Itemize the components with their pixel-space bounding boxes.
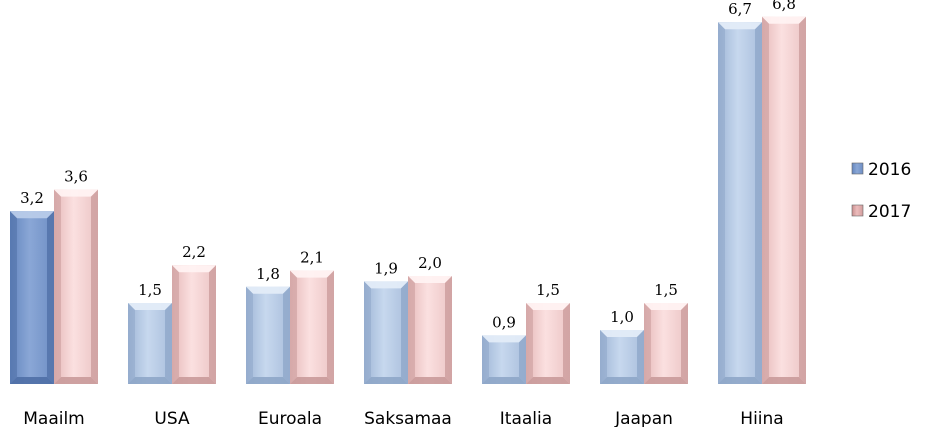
bar-2017-usa: [172, 265, 216, 384]
labels-layer: 3,2 3,6 Maailm 1,5 2,2 USA 1,8 2,1 Euroala 1,9 2,0…: [20, 0, 796, 427]
bar-2016-saksamaa: [364, 281, 408, 384]
data-label-2017-usa: 2,2: [182, 243, 206, 261]
data-label-2016-itaalia: 0,9: [492, 313, 516, 331]
bar-2016-euroala: [246, 286, 290, 384]
data-label-2016-maailm: 3,2: [20, 189, 44, 207]
bars-layer: [10, 16, 806, 385]
data-label-2016-euroala: 1,8: [256, 265, 280, 283]
category-label-hiina: Hiina: [740, 409, 783, 427]
data-label-2017-saksamaa: 2,0: [418, 254, 442, 272]
bar-2017-hiina: [762, 16, 806, 385]
data-label-2016-jaapan: 1,0: [610, 308, 634, 326]
bar-2017-maailm: [54, 189, 98, 384]
data-label-2017-hiina: 6,8: [772, 0, 796, 13]
data-label-2017-itaalia: 1,5: [536, 281, 560, 299]
category-label-usa: USA: [154, 409, 190, 427]
category-label-jaapan: Jaapan: [614, 409, 673, 427]
bar-2016-jaapan: [600, 330, 644, 384]
bar-2017-jaapan: [644, 303, 688, 384]
data-label-2016-hiina: 6,7: [728, 0, 752, 18]
bar-2017-saksamaa: [408, 276, 452, 384]
bar-2016-itaalia: [482, 335, 526, 384]
legend-swatch-2016: [851, 162, 864, 175]
bar-2017-itaalia: [526, 303, 570, 384]
category-label-euroala: Euroala: [258, 409, 322, 427]
data-label-2016-usa: 1,5: [138, 281, 162, 299]
data-label-2017-maailm: 3,6: [64, 168, 88, 186]
bar-2016-hiina: [718, 22, 762, 384]
bar-2017-euroala: [290, 270, 334, 384]
bar-2016-maailm: [10, 211, 54, 384]
legend: 2016 2017: [851, 160, 911, 222]
data-label-2017-jaapan: 1,5: [654, 281, 678, 299]
legend-label-2016: 2016: [868, 160, 911, 180]
category-label-saksamaa: Saksamaa: [364, 409, 452, 427]
legend-label-2017: 2017: [868, 202, 911, 222]
legend-swatch-2017: [851, 204, 864, 217]
category-label-itaalia: Itaalia: [500, 409, 552, 427]
data-label-2017-euroala: 2,1: [300, 249, 324, 267]
category-label-maailm: Maailm: [23, 409, 85, 427]
bar-2016-usa: [128, 303, 172, 384]
data-label-2016-saksamaa: 1,9: [374, 259, 398, 277]
